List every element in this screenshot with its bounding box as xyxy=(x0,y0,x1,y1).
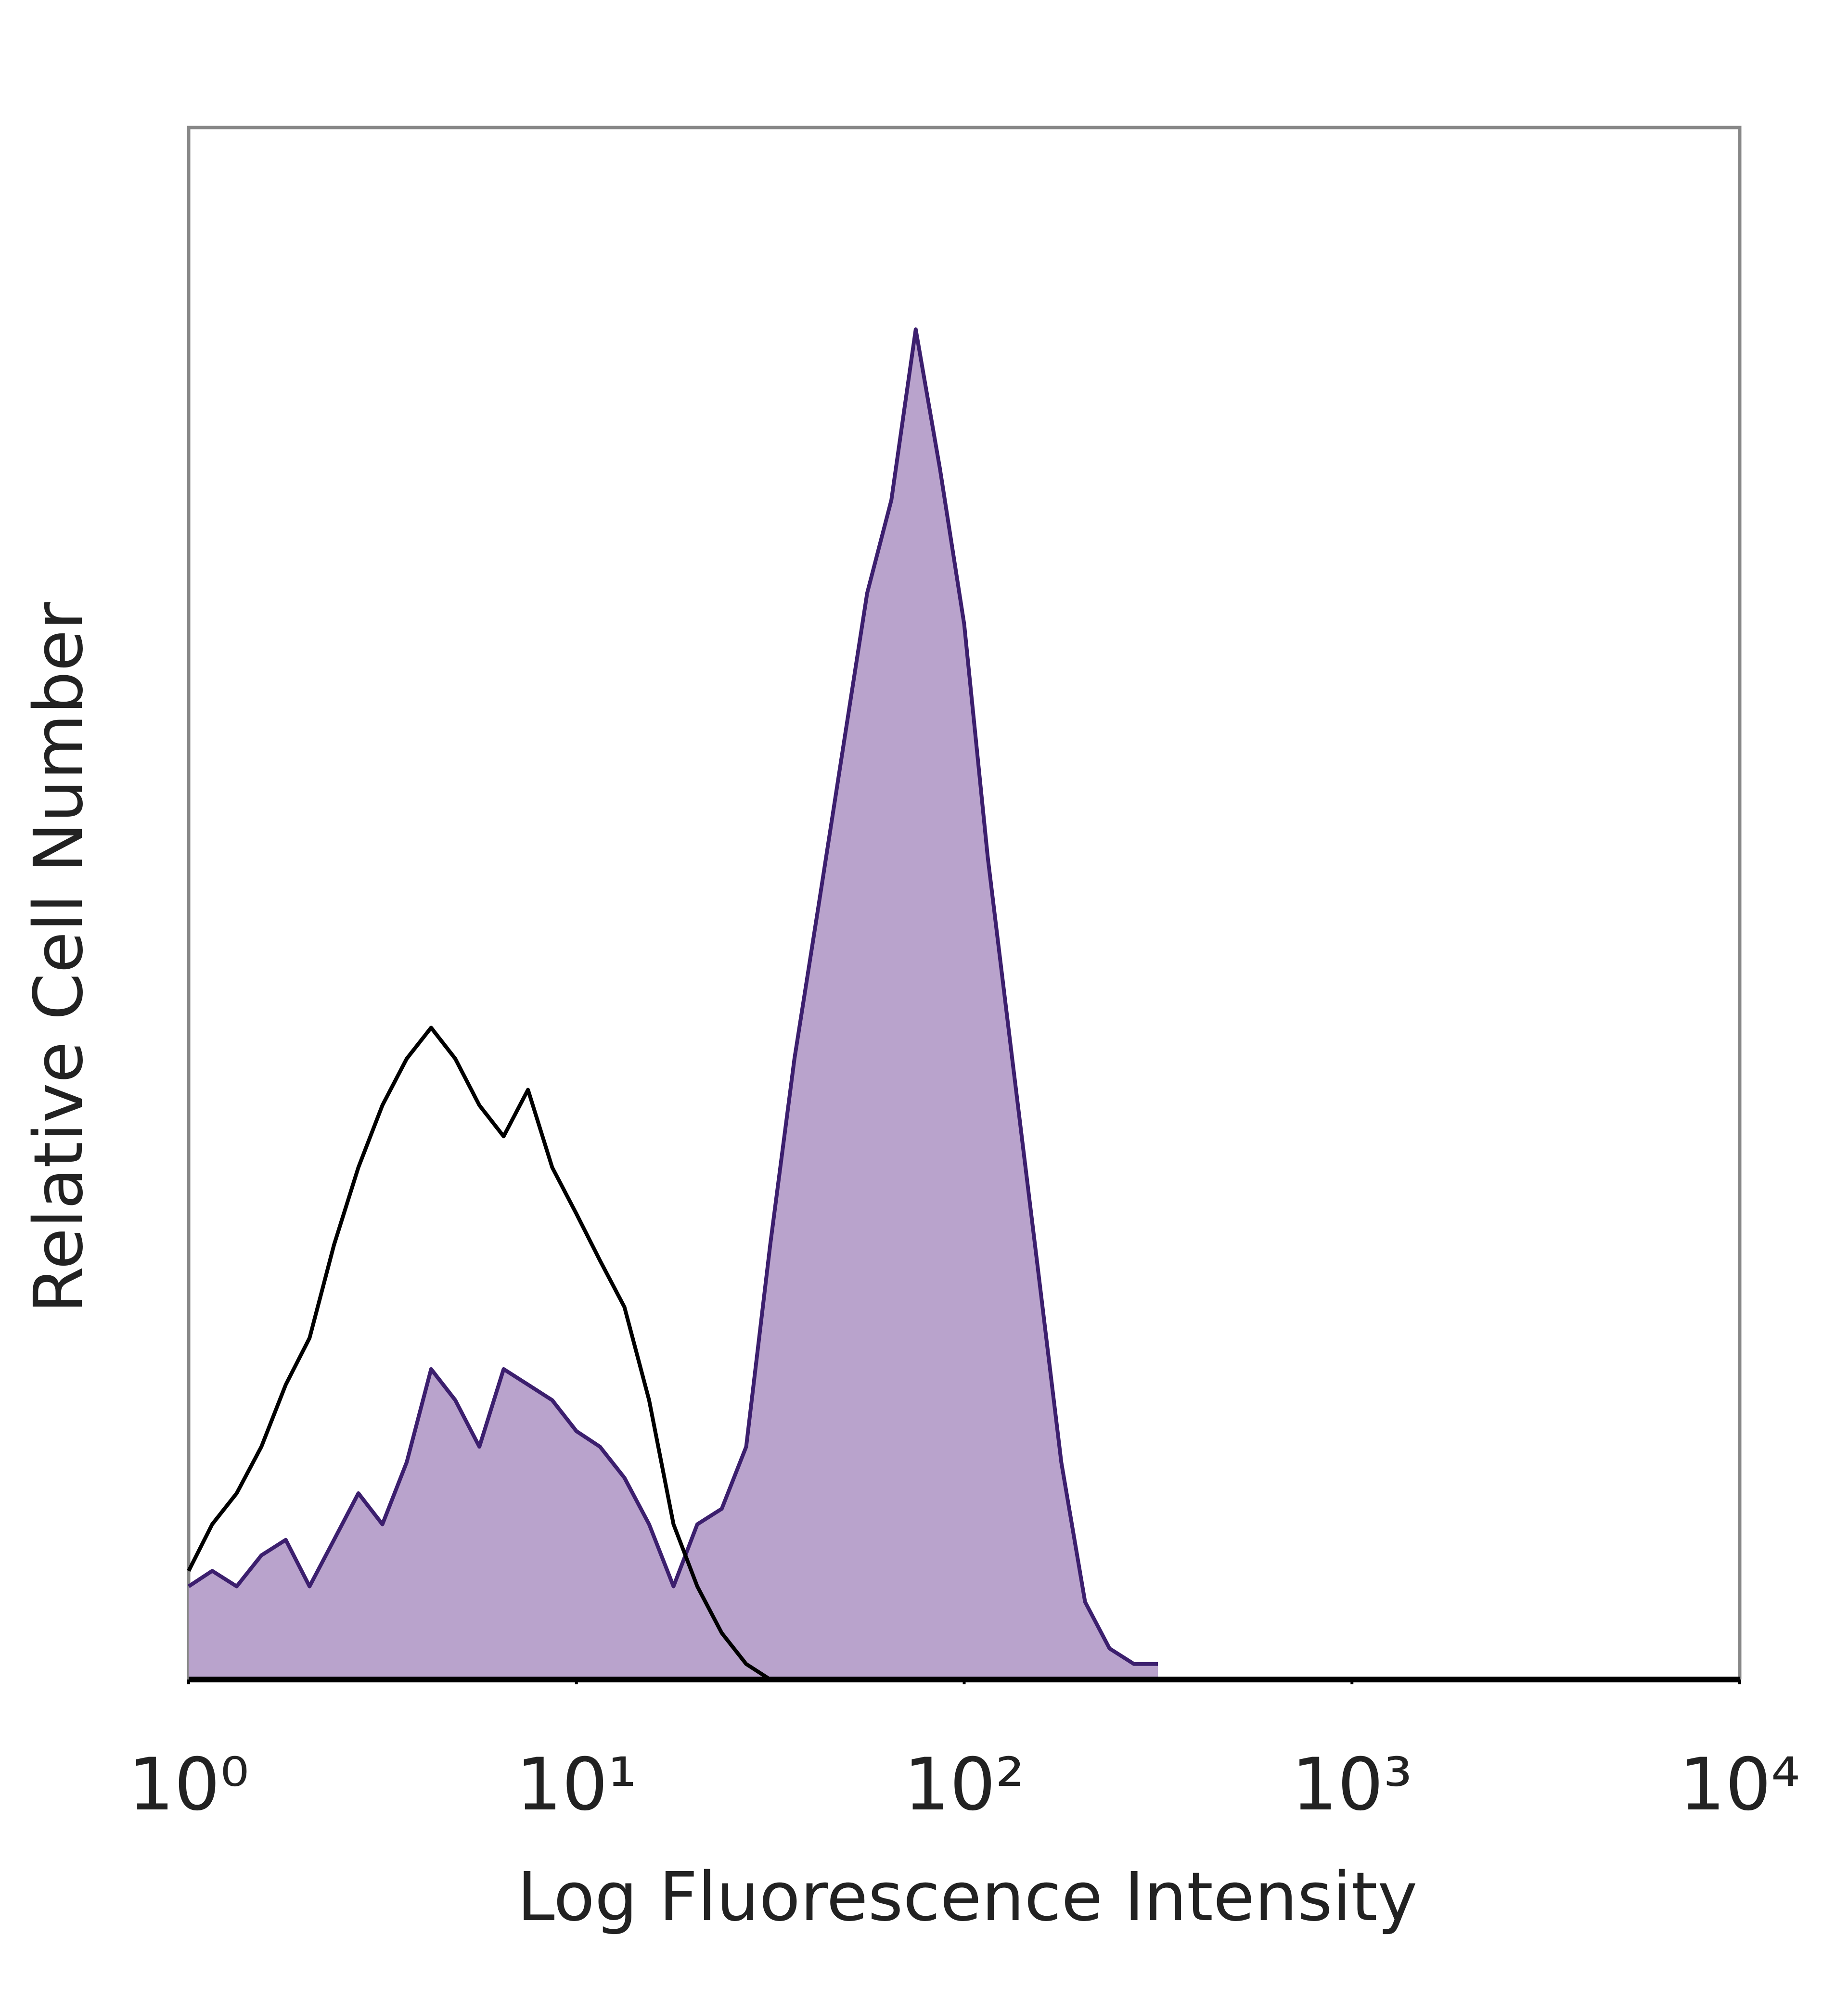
x-axis-title: Log Fluorescence Intensity xyxy=(517,1858,1418,1936)
x-tick-label: 10³ xyxy=(1292,1743,1412,1827)
x-tick-label: 10¹ xyxy=(516,1743,637,1827)
x-tick-label: 10⁰ xyxy=(128,1743,249,1827)
histogram-line xyxy=(187,327,1158,1666)
histogram-area xyxy=(189,329,1158,1679)
x-tick-label: 10² xyxy=(904,1743,1025,1827)
plot-frame xyxy=(187,126,1742,1679)
x-tick-label: 10⁴ xyxy=(1679,1743,1800,1827)
y-axis-title: Relative Cell Number xyxy=(20,602,98,1313)
